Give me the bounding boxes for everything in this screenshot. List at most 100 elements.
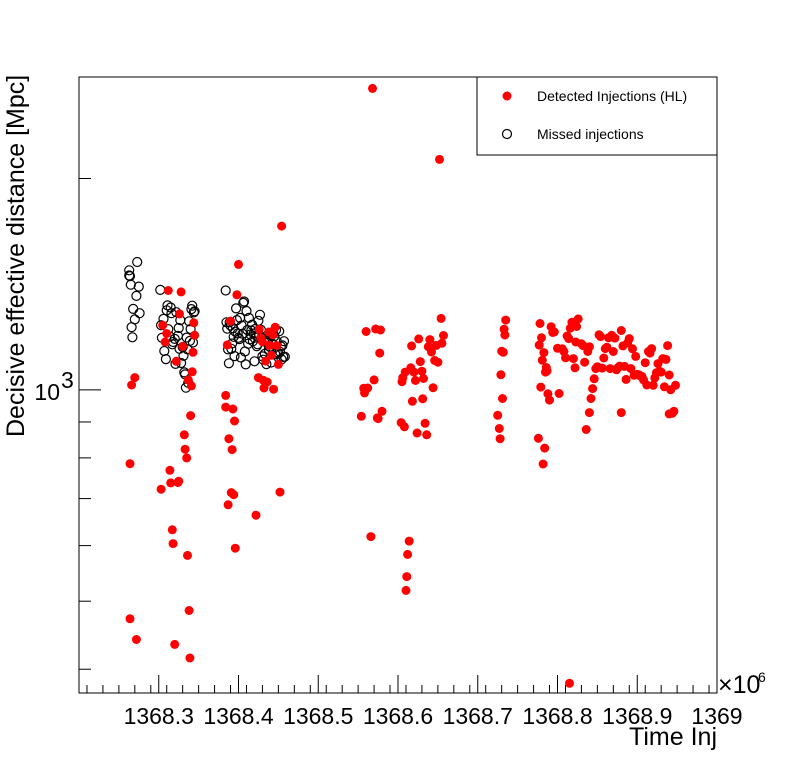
missed-point	[220, 285, 231, 296]
detected-point	[229, 490, 239, 500]
detected-point	[270, 322, 280, 332]
detected-point	[224, 434, 234, 444]
detected-point	[664, 409, 674, 419]
detected-point	[162, 329, 172, 338]
x-tick-label: 1368.5	[283, 703, 353, 729]
detected-point	[498, 394, 507, 403]
detected-point	[537, 333, 546, 343]
missed-point	[124, 265, 135, 276]
detected-point	[254, 324, 264, 334]
detected-point	[573, 314, 583, 324]
detected-point	[160, 337, 170, 347]
missed-point	[234, 334, 245, 345]
detected-point	[663, 341, 673, 351]
x-multiplier-base: ×10	[718, 671, 760, 699]
detected-point	[496, 370, 506, 380]
detected-point	[580, 357, 590, 367]
detected-point	[542, 366, 552, 376]
x-tick-label: 1368.3	[124, 703, 194, 729]
legend: Detected Injections (HL) Missed injectio…	[476, 76, 718, 156]
x-tick-label: 1369	[691, 703, 742, 729]
detected-point	[165, 465, 175, 475]
missed-point	[187, 300, 198, 311]
detected-point	[272, 341, 282, 351]
x-axis: 1368.3 1368.4 1368.5 1368.6 1368.7 1368.8 1368…	[86, 675, 743, 729]
detected-point	[428, 383, 438, 393]
detected-point	[176, 287, 186, 297]
x-tick-label: 1368.6	[363, 703, 433, 729]
legend-detected-label: Detected Injections (HL)	[537, 88, 687, 104]
detected-point	[261, 356, 271, 366]
legend-missed-label: Missed injections	[537, 126, 644, 142]
detected-point	[597, 363, 607, 373]
detected-point	[363, 383, 373, 393]
missed-point	[188, 307, 199, 318]
detected-point	[610, 333, 620, 343]
detected-point	[586, 394, 596, 403]
missed-point	[232, 328, 243, 339]
x-axis-title: Time Inj	[629, 723, 717, 751]
missed-point	[240, 359, 251, 370]
detected-point	[166, 478, 176, 488]
missed-point	[132, 256, 143, 268]
detected-point	[568, 354, 578, 364]
detected-point	[642, 380, 652, 390]
detected-point	[361, 327, 371, 336]
detected-point	[230, 543, 240, 553]
detected-point	[581, 425, 591, 434]
detected-point	[436, 313, 446, 323]
detected-point	[608, 347, 618, 356]
detected-point	[403, 549, 413, 559]
detected-point	[156, 484, 166, 494]
detected-point	[439, 331, 448, 340]
detected-point	[589, 374, 599, 384]
detected-point	[401, 585, 411, 595]
detected-point	[640, 358, 650, 368]
y-axis: 10 3	[34, 178, 101, 670]
detected-point	[277, 221, 287, 231]
detected-point	[189, 318, 199, 328]
detected-point	[495, 434, 505, 444]
missed-point	[169, 333, 180, 344]
detected-point	[377, 406, 387, 416]
detected-point	[588, 384, 598, 394]
detected-point	[127, 380, 137, 390]
detected-point	[407, 396, 417, 406]
detected-point	[535, 319, 545, 328]
detected-point	[671, 380, 680, 390]
detected-point	[230, 416, 239, 426]
detected-point	[534, 340, 544, 350]
detected-point	[407, 341, 417, 351]
detected-point	[538, 459, 548, 469]
detected-point	[437, 338, 447, 348]
detected-point	[179, 430, 189, 440]
detected-point	[411, 376, 420, 385]
detected-point	[186, 411, 196, 421]
detected-point	[664, 370, 674, 380]
detected-point	[418, 394, 428, 404]
y-tick-exponent: 3	[61, 367, 74, 393]
detected-point	[616, 326, 626, 335]
detected-point	[375, 348, 385, 358]
detected-point	[369, 375, 379, 385]
missed-point	[160, 354, 171, 365]
detected-point	[366, 532, 376, 542]
legend-missed-marker	[501, 128, 513, 140]
detected-point	[624, 334, 634, 344]
x-tick-label: 1368.4	[203, 703, 274, 729]
detected-point	[170, 639, 180, 649]
detected-point	[584, 342, 594, 352]
detected-point	[661, 354, 671, 364]
detected-point	[602, 342, 612, 352]
x-tick-label: 1368.7	[443, 703, 513, 729]
detected-point	[222, 340, 232, 350]
detected-point	[422, 430, 432, 440]
detected-point	[565, 678, 574, 688]
missed-point	[239, 296, 250, 307]
missed-point	[229, 351, 240, 362]
detected-point	[417, 366, 427, 376]
detected-point	[221, 402, 231, 412]
detected-point	[420, 418, 430, 428]
detected-point	[540, 443, 550, 453]
